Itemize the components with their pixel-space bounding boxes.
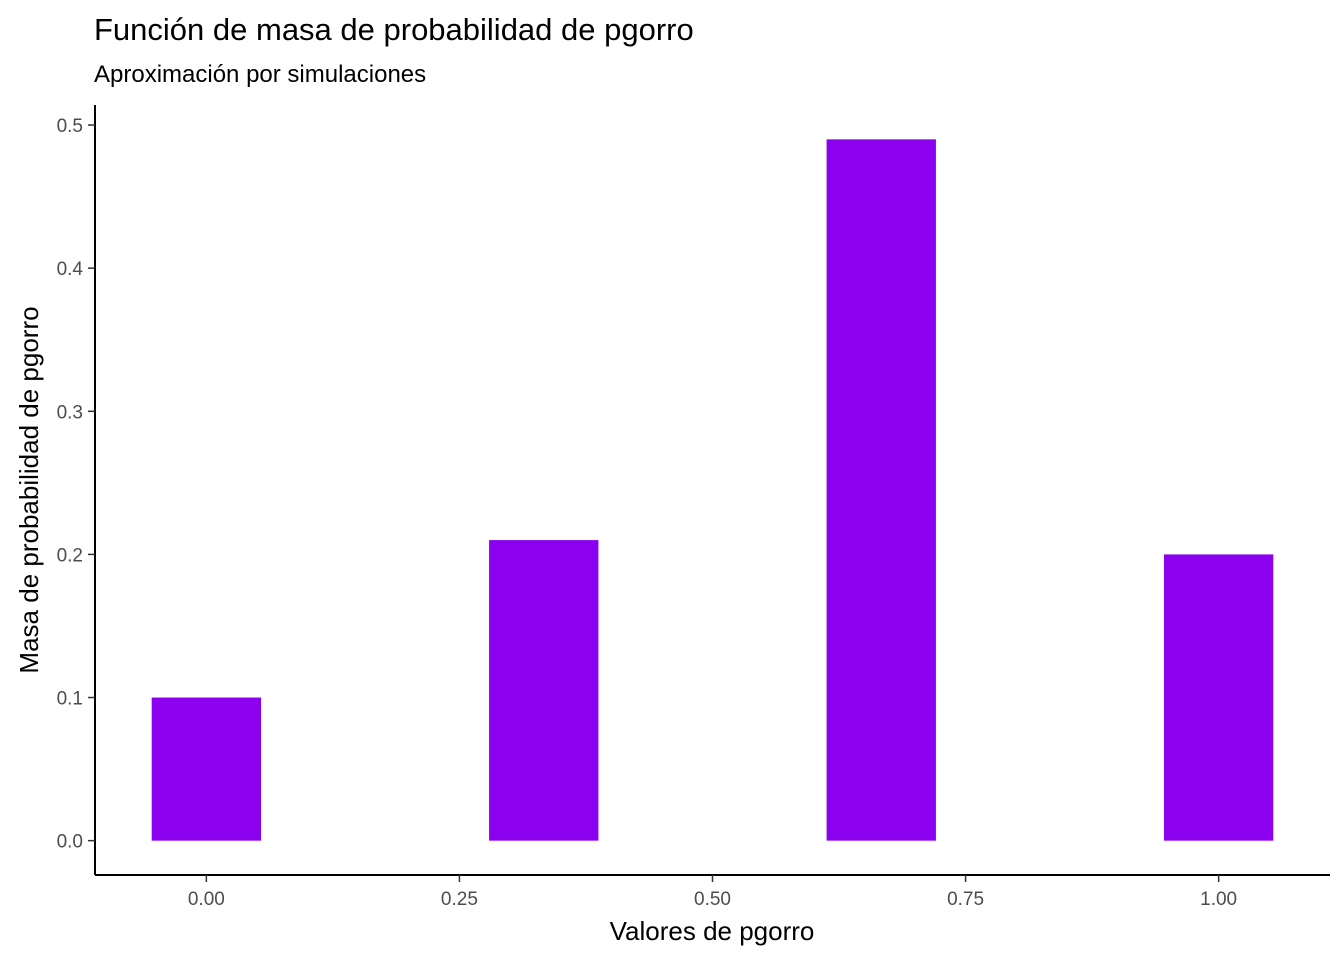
y-tick-label: 0.0 bbox=[57, 832, 83, 853]
y-tick-label: 0.4 bbox=[57, 259, 84, 280]
bar bbox=[489, 540, 599, 841]
chart-subtitle: Aproximación por simulaciones bbox=[94, 61, 426, 88]
y-tick-label: 0.2 bbox=[57, 545, 83, 566]
bar bbox=[826, 139, 936, 841]
bar bbox=[151, 697, 262, 841]
bars-group bbox=[151, 139, 1274, 841]
bar bbox=[1163, 554, 1274, 841]
x-axis: 0.00 0.25 0.50 0.75 1.00 bbox=[95, 874, 1330, 910]
x-tick-label: 0.25 bbox=[441, 889, 478, 910]
chart-title: Función de masa de probabilidad de pgorr… bbox=[94, 12, 694, 47]
x-axis-label: Valores de pgorro bbox=[610, 916, 815, 946]
y-tick-label: 0.3 bbox=[57, 402, 83, 423]
x-tick-label: 0.75 bbox=[947, 889, 984, 910]
y-axis-label: Masa de probabilidad de pgorro bbox=[14, 306, 44, 673]
y-axis: 0.0 0.1 0.2 0.3 0.4 0.5 bbox=[57, 105, 96, 875]
y-tick-label: 0.5 bbox=[57, 116, 83, 137]
x-tick-label: 1.00 bbox=[1200, 889, 1237, 910]
x-tick-label: 0.50 bbox=[694, 889, 731, 910]
y-tick-label: 0.1 bbox=[57, 689, 83, 710]
x-tick-label: 0.00 bbox=[188, 889, 225, 910]
